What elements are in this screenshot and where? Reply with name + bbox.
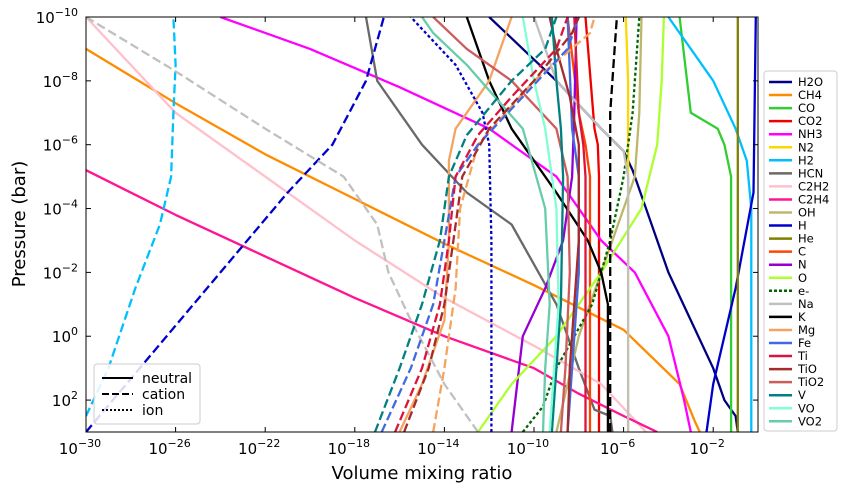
species-legend-label-HCN: HCN [798,166,823,180]
species-legend-label-He: He [798,232,814,246]
species-legend-label-Fe: Fe [798,336,811,350]
species-legend-label-O: O [798,271,807,285]
y-tick-label: 102 [52,389,78,410]
species-legend-label-H: H [798,219,807,233]
y-tick-label: 10−8 [43,70,78,91]
y-tick-label: 10−6 [43,134,78,155]
species-legend-label-Na: Na [798,297,814,311]
x-tick-label: 10−6 [600,437,635,458]
series-line-mg-19 [398,17,513,432]
series-line-h--29 [409,17,493,432]
species-legend-label-CH4: CH4 [798,88,822,102]
series-line-na-17 [532,17,630,432]
series-line-h3--28 [86,17,386,432]
x-tick-label: 10−18 [328,437,370,458]
y-tick-label: 10−4 [43,198,78,219]
x-tick-label: 10−10 [507,437,549,458]
series-line-oh-10 [555,17,643,432]
series-line-v--36 [373,17,558,432]
species-legend-label-N2: N2 [798,140,814,154]
style-legend-label-ion: ion [142,403,163,419]
series-line-vo2-26 [421,17,551,432]
series-line-h--27 [86,17,177,417]
series-line-tio--35 [403,17,580,432]
x-tick-label: 10−14 [417,437,459,458]
x-tick-label: 10−26 [148,437,190,458]
series-line-tio-22 [548,17,580,432]
style-legend-label-neutral: neutral [142,371,192,387]
series-line-co2-3 [584,17,601,432]
series-line-ti--34 [394,17,569,432]
species-legend-label-VO2: VO2 [798,414,822,428]
species-legend-label-Mg: Mg [798,323,815,337]
x-tick-label: 10−2 [690,437,725,458]
y-axis-label: Pressure (bar) [9,161,30,287]
series-line-ch4-1 [86,47,701,432]
species-legend-label-C: C [798,245,806,259]
series-line-h2-6 [667,17,753,432]
species-legend-label-TiO2: TiO2 [797,375,824,389]
species-legend-label-H2O: H2O [798,75,823,89]
series-line-v-24 [550,17,565,432]
species-legend-label-C2H4: C2H4 [798,192,829,206]
y-tick-label: 10−10 [36,6,78,27]
species-legend-label-VO: VO [798,401,815,415]
series-line-k--31 [609,17,619,432]
species-legend-label-NH3: NH3 [798,127,823,141]
species-legend-label-H2: H2 [798,153,814,167]
series-line-o-15 [477,17,666,432]
series-line-na--30 [86,17,479,432]
species-legend-label-C2H2: C2H2 [798,179,829,193]
y-tick-label: 100 [52,325,78,346]
x-tick-label: 10−30 [59,437,101,458]
species-legend-label-Ti: Ti [797,349,808,363]
species-legend-label-OH: OH [798,206,816,220]
species-legend-label-N: N [798,258,807,272]
series-line-co-2 [678,17,733,432]
plot-frame [85,16,759,433]
series-line-ti-21 [573,17,587,432]
x-axis-label: Volume mixing ratio [332,463,513,484]
species-legend: H2OCH4COCO2NH3N2H2HCNC2H2C2H4OHHHeCNOe-N… [763,70,838,432]
species-legend-label-K: K [798,310,806,324]
series-line-hcn-7 [364,17,614,432]
species-legend-label-e-: e- [798,284,809,298]
species-legend-label-TiO: TiO [797,362,817,376]
style-legend-label-cation: cation [142,387,185,403]
species-legend-label-CO2: CO2 [798,114,822,128]
species-legend-label-CO: CO [798,101,815,115]
y-tick-label: 10−2 [43,261,78,282]
series-line-mg--32 [432,17,596,432]
species-legend-label-V: V [798,388,806,402]
series-line-k-18 [465,17,610,432]
series-line-h-11 [705,17,757,432]
series-layer [86,17,757,432]
x-tick-label: 10−22 [238,437,280,458]
axis-ticks: 10−30 10−26 10−22 10−18 10−14 10−10 10−6 10−2 10… [36,6,758,458]
